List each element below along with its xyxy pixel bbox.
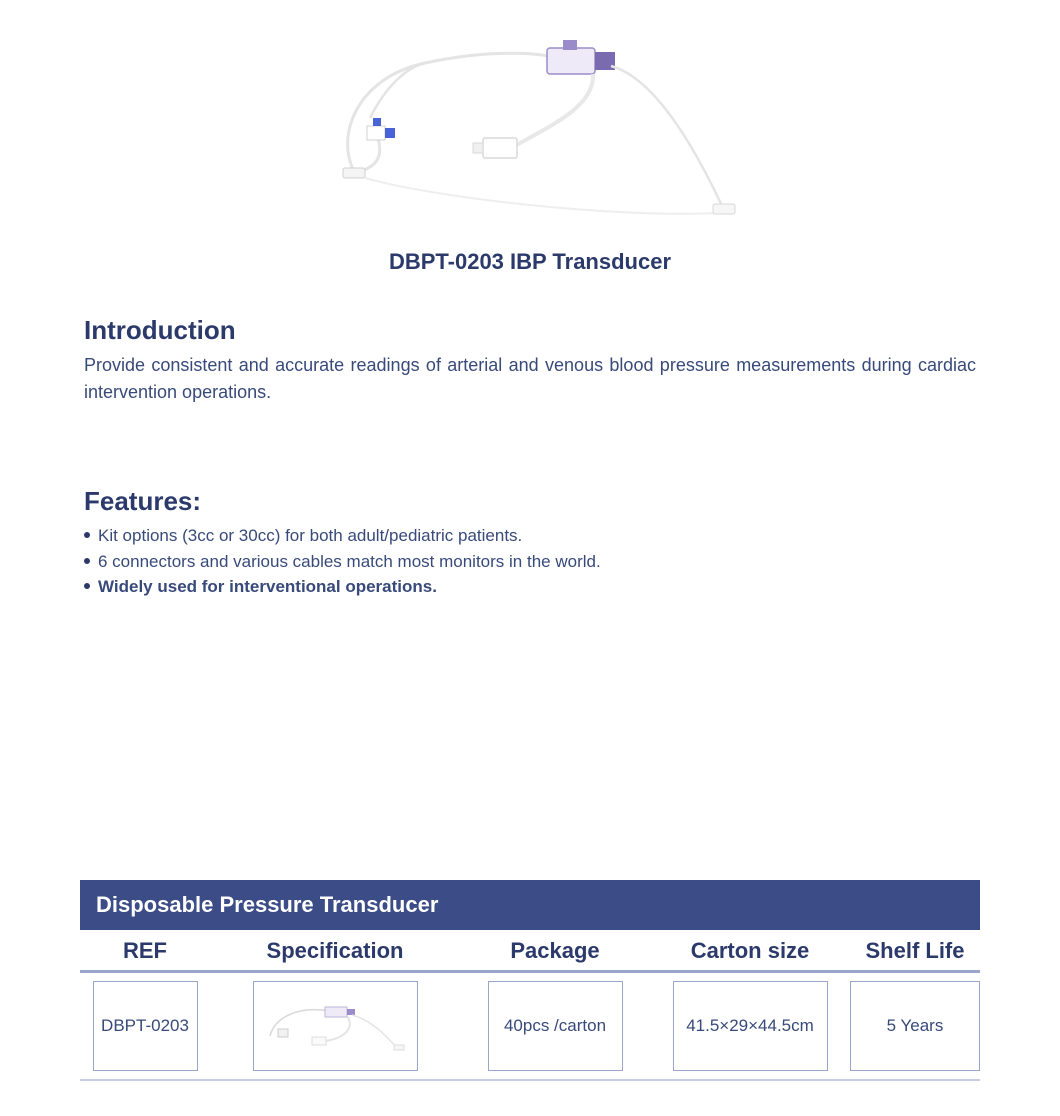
table-header-row: REF Specification Package Carton size Sh… [80, 930, 980, 973]
table-header-ref: REF [80, 938, 210, 964]
features-section: Features: Kit options (3cc or 30cc) for … [0, 486, 1060, 600]
ref-value: DBPT-0203 [93, 981, 198, 1071]
cell-spec [210, 981, 460, 1071]
introduction-heading: Introduction [84, 315, 976, 346]
product-image [315, 18, 745, 238]
feature-item: Kit options (3cc or 30cc) for both adult… [84, 523, 976, 549]
table-title: Disposable Pressure Transducer [80, 880, 980, 930]
table-header-shelf: Shelf Life [850, 938, 980, 964]
cell-package: 40pcs /carton [460, 981, 650, 1071]
features-list: Kit options (3cc or 30cc) for both adult… [84, 523, 976, 600]
cell-shelf: 5 Years [850, 981, 980, 1071]
features-heading: Features: [84, 486, 976, 517]
product-image-section: DBPT-0203 IBP Transducer [0, 0, 1060, 275]
table-header-spec: Specification [210, 938, 460, 964]
package-value: 40pcs /carton [488, 981, 623, 1071]
introduction-text: Provide consistent and accurate readings… [84, 352, 976, 406]
spec-table: Disposable Pressure Transducer REF Speci… [80, 880, 980, 1081]
feature-item: Widely used for interventional operation… [84, 574, 976, 600]
feature-item: 6 connectors and various cables match mo… [84, 549, 976, 575]
table-row: DBPT-0203 40pcs /carton 41.5×29×44.5cm [80, 973, 980, 1081]
cell-carton: 41.5×29×44.5cm [650, 981, 850, 1071]
product-caption: DBPT-0203 IBP Transducer [0, 249, 1060, 275]
cell-ref: DBPT-0203 [80, 981, 210, 1071]
table-header-package: Package [460, 938, 650, 964]
shelf-value: 5 Years [850, 981, 980, 1071]
table-header-carton: Carton size [650, 938, 850, 964]
spec-thumbnail [253, 981, 418, 1071]
carton-value: 41.5×29×44.5cm [673, 981, 828, 1071]
introduction-section: Introduction Provide consistent and accu… [0, 315, 1060, 406]
